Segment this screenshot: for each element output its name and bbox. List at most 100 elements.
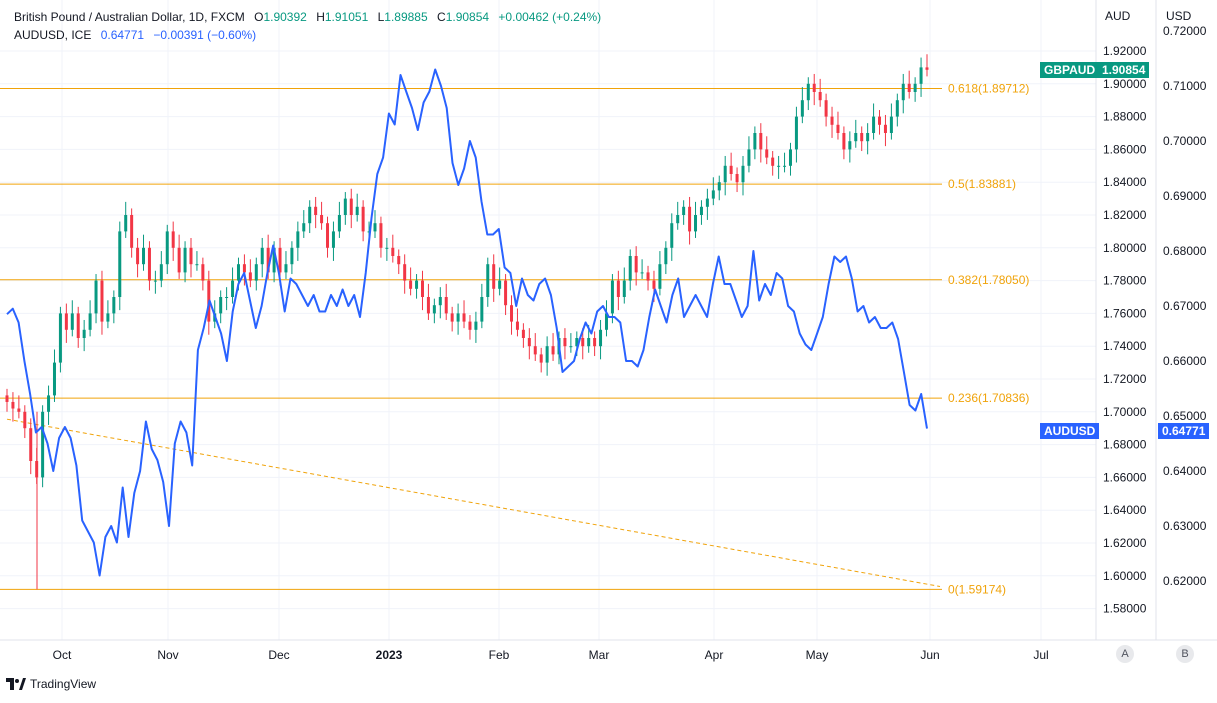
candle-body: [296, 231, 300, 248]
candle-body: [907, 83, 911, 92]
candle-body: [842, 133, 846, 150]
candle-body: [165, 231, 169, 265]
gbpaud-tick-label: 1.90000: [1103, 77, 1147, 91]
candle-body: [539, 354, 543, 363]
fibonacci-levels[interactable]: 0.618(1.89712) 0.5(1.83881) 0.382(1.78050)…: [0, 82, 1029, 597]
candle-body: [189, 247, 193, 265]
scale-b-button[interactable]: B: [1176, 645, 1194, 663]
tradingview-brand: TradingView: [30, 677, 97, 691]
fib-level-label: 0.5(1.83881): [948, 177, 1016, 191]
audusd-tick-label: 0.62000: [1163, 574, 1207, 588]
candle-body: [118, 231, 122, 297]
audusd-tick-label: 0.69000: [1163, 189, 1207, 203]
gbpaud-tick-label: 1.78000: [1103, 274, 1147, 288]
candle-body: [130, 215, 134, 248]
close-label: C: [437, 10, 446, 24]
candle-body: [444, 297, 448, 314]
candle-body: [5, 395, 9, 402]
candle-body: [569, 346, 573, 348]
grid-layer: [0, 0, 1096, 640]
candle-body: [450, 313, 454, 322]
candle-body: [456, 313, 460, 322]
time-tick-label: Dec: [268, 648, 289, 662]
candle-body: [379, 223, 383, 248]
candle-body: [225, 297, 229, 298]
gbpaud-tick-label: 1.72000: [1103, 372, 1147, 386]
candle-body: [331, 231, 335, 248]
candle-body: [337, 215, 341, 232]
audusd-line: [6, 68, 928, 577]
candle-body: [23, 411, 27, 429]
candle-body: [616, 280, 620, 297]
candle-body: [610, 280, 614, 314]
candle-body: [82, 329, 86, 338]
candle-body: [581, 338, 585, 347]
candle-body: [432, 305, 436, 314]
symbol-name[interactable]: British Pound / Australian Dollar, 1D, F…: [14, 10, 245, 24]
candle-body: [593, 338, 597, 347]
candle-body: [29, 428, 33, 461]
candle-body: [860, 133, 864, 142]
candle-body: [878, 116, 882, 125]
candle-body: [699, 206, 703, 215]
candle-body: [409, 280, 413, 289]
audusd-tick-label: 0.71000: [1163, 79, 1207, 93]
candle-body: [652, 280, 656, 289]
scale-a-button[interactable]: A: [1116, 645, 1134, 663]
tradingview-logo-icon: [6, 678, 26, 690]
candle-body: [480, 297, 484, 322]
candle-body: [94, 280, 98, 314]
audusd-line-layer: [6, 68, 928, 577]
candle-body: [771, 157, 775, 166]
tradingview-logo[interactable]: TradingView: [6, 677, 96, 691]
time-tick-label: Jul: [1033, 648, 1048, 662]
candle-body: [355, 206, 359, 215]
candle-body: [201, 264, 205, 281]
candle-body: [397, 256, 401, 265]
overlay-symbol-name[interactable]: AUDUSD, ICE: [14, 28, 92, 42]
candle-body: [326, 223, 330, 248]
candle-body: [883, 124, 887, 133]
dashed-trendline[interactable]: [6, 418, 941, 587]
candle-body: [343, 198, 347, 215]
candle-body: [682, 206, 686, 215]
time-tick-label: Oct: [53, 648, 72, 662]
audusd-tick-label: 0.72000: [1163, 24, 1207, 38]
candle-body: [848, 141, 852, 150]
audusd-name-badge: AUDUSD: [1040, 423, 1100, 439]
candle-body: [866, 133, 870, 142]
main-symbol-legend[interactable]: British Pound / Australian Dollar, 1D, F…: [14, 10, 601, 24]
candle-body: [688, 206, 692, 232]
gbpaud-tick-label: 1.88000: [1103, 110, 1147, 124]
candle-body: [664, 247, 668, 265]
gbpaud-tick-label: 1.62000: [1103, 536, 1147, 550]
candle-body: [320, 215, 324, 224]
candle-body: [872, 116, 876, 133]
candle-body: [510, 305, 514, 322]
candle-body: [717, 182, 721, 191]
candle-body: [527, 338, 531, 347]
gbpaud-tick-label: 1.80000: [1103, 241, 1147, 255]
candle-body: [58, 313, 62, 363]
high-label: H: [316, 10, 325, 24]
overlay-symbol-legend[interactable]: AUDUSD, ICE 0.64771 −0.00391 (−0.60%): [14, 28, 256, 42]
candle-body: [830, 116, 834, 125]
change-value: +0.00462 (+0.24%): [498, 10, 602, 24]
candle-body: [640, 272, 644, 274]
candle-body: [925, 67, 929, 70]
candle-body: [314, 206, 318, 215]
candle-body: [106, 313, 110, 322]
fib-level-label: 0.618(1.89712): [948, 82, 1029, 96]
candle-body: [88, 313, 92, 330]
candle-body: [628, 256, 632, 281]
time-tick-label: Apr: [705, 648, 724, 662]
candle-body: [658, 264, 662, 289]
candle-body: [587, 338, 591, 347]
candle-body: [711, 190, 715, 199]
candle-body: [385, 247, 389, 249]
candle-body: [854, 133, 858, 142]
candle-body: [551, 346, 555, 355]
candle-body: [361, 206, 365, 232]
